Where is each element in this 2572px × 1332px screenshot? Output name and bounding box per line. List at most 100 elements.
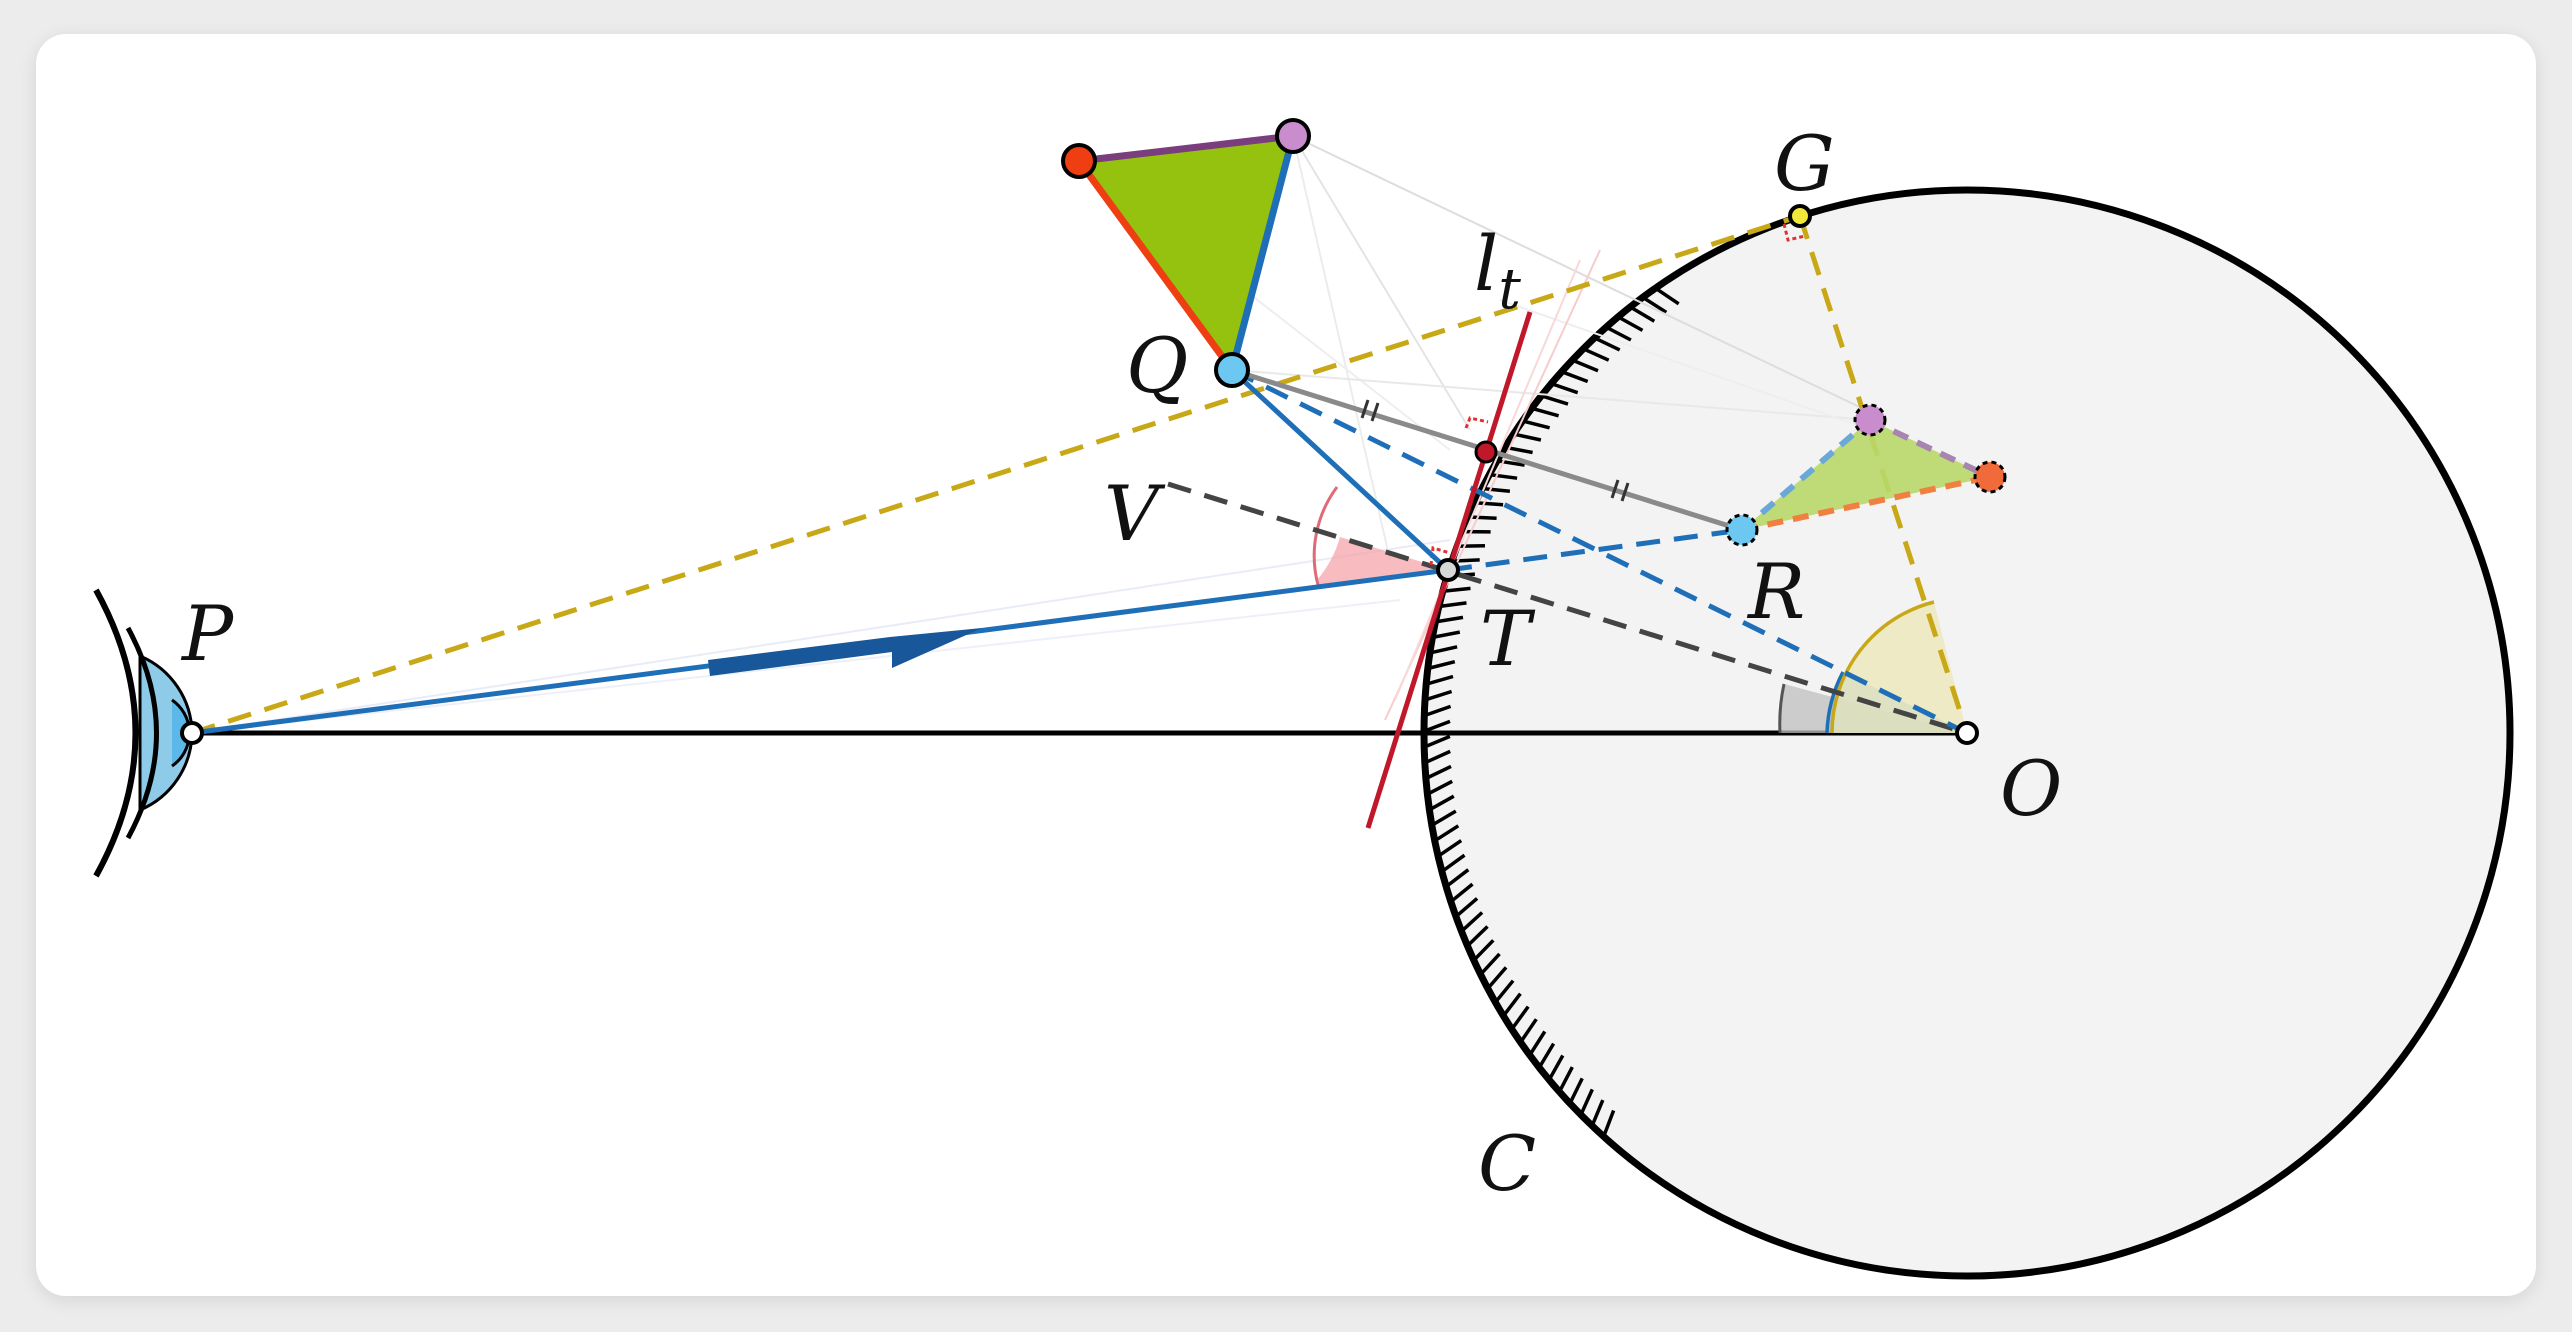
gold-dashed-PG <box>191 213 1801 736</box>
object-vertex-purple <box>1275 118 1311 154</box>
angle-arc-gold <box>1830 600 1935 734</box>
hatch-mark <box>1568 1077 1584 1105</box>
hatch-mark <box>1557 1066 1574 1093</box>
normal-line-VO <box>1167 481 1968 736</box>
hatch-mark <box>1590 1099 1605 1127</box>
hatch-mark <box>1466 925 1489 948</box>
hatch-mark <box>1433 824 1460 843</box>
object-vertex-orange <box>1061 143 1097 179</box>
point-R <box>1725 513 1759 547</box>
hatch-mark <box>1445 868 1470 888</box>
hatch-mark <box>1449 882 1474 904</box>
hatch-mark <box>1475 500 1504 507</box>
hatch-mark <box>1457 544 1486 549</box>
image-edge-left <box>1740 417 1872 533</box>
light-ray-QT <box>1230 368 1450 572</box>
mirror-hatching <box>1423 286 1680 1138</box>
angle-arc-gray <box>1778 683 1786 734</box>
label-G: G <box>1774 119 1835 208</box>
hatch-mark <box>1423 719 1451 733</box>
hatch-mark <box>1494 979 1515 1004</box>
hatch-mark <box>1531 406 1560 418</box>
hatch-mark <box>1435 615 1464 624</box>
point-G <box>1788 204 1812 228</box>
blue-dashed-TR <box>1447 527 1743 573</box>
hatch-mark <box>1496 459 1525 467</box>
right-angle-marker-G <box>1782 223 1806 242</box>
hatch-mark <box>1510 1005 1530 1031</box>
label-Q: Q <box>1126 321 1188 410</box>
hatch-mark <box>1502 992 1522 1017</box>
hatch-mark <box>1479 952 1501 976</box>
hatch-mark <box>1431 809 1457 827</box>
equal-length-ticks <box>1360 399 1630 502</box>
hatch-mark <box>1629 305 1656 323</box>
hatch-mark <box>1432 630 1461 640</box>
hatch-mark <box>1468 515 1497 520</box>
hatch-mark <box>1519 1018 1538 1044</box>
label-C: C <box>1478 1119 1536 1208</box>
hatch-mark <box>1472 939 1495 962</box>
hatch-mark <box>1454 897 1479 918</box>
hatch-mark <box>1560 370 1589 384</box>
blue-dashed-QO <box>1230 367 1969 736</box>
hatch-mark <box>1654 286 1680 306</box>
hatch-mark <box>1426 779 1454 796</box>
label-lt: lt <box>1474 219 1521 322</box>
hatch-mark <box>1605 325 1632 342</box>
hatch-mark <box>1423 704 1452 718</box>
label-V: V <box>1104 469 1166 558</box>
incidence-angle-arc <box>1312 486 1339 586</box>
hatch-mark <box>1424 689 1453 702</box>
hatch-mark <box>1424 749 1451 765</box>
eye-icon <box>93 588 194 878</box>
hatch-mark <box>1602 1109 1616 1138</box>
object-triangle <box>1079 136 1293 370</box>
label-P: P <box>180 589 235 678</box>
hatch-mark <box>1550 381 1579 395</box>
label-O: O <box>2000 744 2062 833</box>
point-P <box>180 721 204 745</box>
hatch-mark <box>1537 1042 1556 1069</box>
hatch-mark <box>1522 419 1551 430</box>
hatch-mark <box>1451 558 1480 563</box>
object-edge-right <box>1228 135 1297 371</box>
object-edge-top <box>1078 132 1294 165</box>
hatch-mark <box>1428 794 1455 812</box>
image-vertex-orange <box>1973 460 2007 494</box>
right-angle-marker-T <box>1429 546 1451 566</box>
hatch-mark <box>1582 347 1610 362</box>
hatch-mark <box>1641 295 1668 314</box>
hatch-mark <box>1528 1030 1547 1056</box>
hatch-mark <box>1540 394 1569 406</box>
hatch-mark <box>1425 674 1454 686</box>
point-Q <box>1214 352 1250 388</box>
object-edge-left <box>1076 158 1235 373</box>
point-O <box>1955 721 1979 745</box>
image-triangle <box>1742 420 1990 530</box>
hatch-mark <box>1489 472 1518 480</box>
hatch-mark <box>1481 486 1511 494</box>
angle-arc-blue <box>1825 671 1845 734</box>
hatch-mark <box>1579 1088 1594 1116</box>
image-vertex-purple <box>1853 403 1887 437</box>
hatch-mark <box>1460 911 1484 933</box>
image-edge-top <box>1868 417 1992 480</box>
hatch-mark <box>1425 764 1452 781</box>
hatch-mark <box>1438 601 1467 609</box>
right-angle-marker-mid <box>1464 416 1489 429</box>
hatch-mark <box>1427 660 1456 671</box>
hatch-mark <box>1440 853 1466 873</box>
hatch-mark <box>1437 839 1463 858</box>
hatch-mark <box>1513 432 1542 442</box>
hatch-mark <box>1442 586 1471 594</box>
label-R: R <box>1746 547 1805 636</box>
hatch-mark <box>1423 734 1451 749</box>
point-T <box>1436 558 1460 582</box>
hatch-mark <box>1593 336 1621 352</box>
hatch-mark <box>1571 358 1599 373</box>
label-lt-subscript: t <box>1498 257 1521 322</box>
hatch-mark <box>1486 966 1508 990</box>
hatch-mark <box>1547 1054 1565 1081</box>
